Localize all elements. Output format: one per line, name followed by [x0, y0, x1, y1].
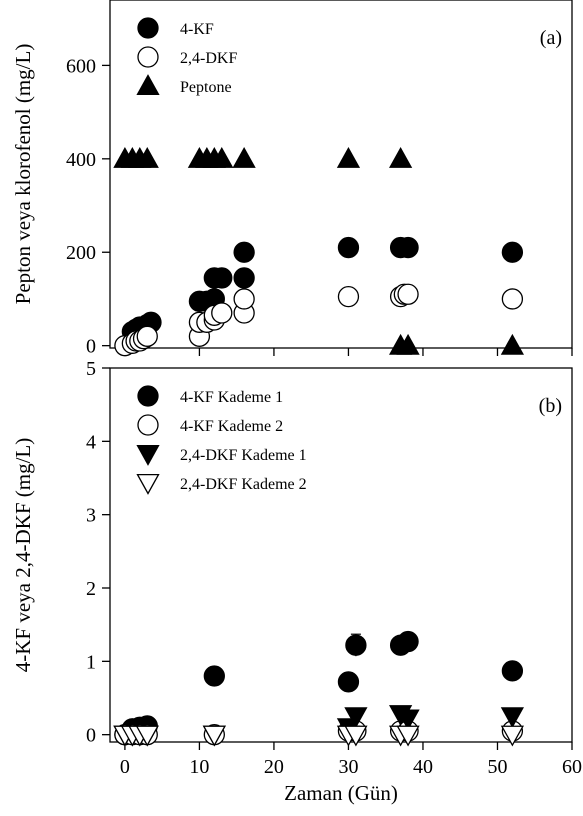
data-point: [389, 146, 413, 168]
data-point: [344, 725, 368, 747]
x-tick-label: 20: [264, 756, 284, 778]
legend-marker: [137, 46, 159, 68]
y-tick-label: 5: [86, 358, 96, 380]
data-point: [344, 707, 368, 729]
x-tick-label: 10: [189, 756, 209, 778]
data-point: [337, 285, 360, 308]
legend-label: 4-KF: [180, 21, 214, 38]
data-point: [135, 725, 159, 747]
data-point: [397, 236, 419, 259]
data-point: [233, 288, 255, 310]
data-point: [396, 333, 420, 355]
x-tick-label: 30: [338, 756, 358, 778]
data-point: [202, 725, 226, 747]
data-point: [397, 630, 419, 653]
data-point: [211, 302, 233, 324]
x-tick-label: 40: [413, 756, 433, 778]
y-tick-label: 200: [66, 242, 96, 264]
data-point: [396, 725, 420, 747]
data-point: [396, 709, 420, 731]
y-tick-label: 2: [86, 578, 96, 600]
data-point: [500, 725, 524, 747]
data-point: [397, 283, 419, 305]
legend-label: 2,4-DKF: [180, 50, 237, 67]
data-point: [501, 288, 524, 310]
data-point: [500, 707, 524, 729]
y-axis-label: Pepton veya klorofenol (mg/L): [11, 44, 35, 305]
data-point: [233, 241, 255, 263]
y-axis-label: 4-KF veya 2,4-DKF (mg/L): [11, 438, 35, 672]
data-point: [203, 665, 225, 687]
data-point: [500, 333, 524, 355]
plot-frame: [109, 367, 573, 743]
data-point: [233, 267, 255, 289]
data-point: [211, 267, 233, 289]
x-tick-label: 50: [487, 756, 507, 778]
y-tick-label: 0: [86, 336, 96, 358]
legend-marker: [136, 444, 160, 466]
panel-a: 0 200 400 600 Pepton veya klorofenol (mg/L) (…: [11, 0, 573, 358]
data-point: [501, 241, 524, 263]
legend-marker: [137, 385, 159, 407]
data-point: [337, 236, 360, 259]
legend-marker: [136, 74, 160, 96]
data-point: [345, 634, 367, 656]
panel-label: (a): [540, 27, 562, 49]
plot-frame: [109, 0, 573, 349]
x-tick-label: 0: [120, 756, 130, 778]
data-point: [337, 671, 360, 693]
legend-marker: [136, 473, 160, 495]
x-axis-label: Zaman (Gün): [284, 781, 398, 805]
data-point: [136, 325, 158, 347]
legend-marker: [137, 414, 159, 436]
x-tick-label: 60: [562, 756, 582, 778]
data-point: [210, 146, 234, 168]
data-point: [336, 146, 361, 168]
y-tick-label: 400: [66, 149, 96, 171]
legend-marker: [137, 17, 159, 39]
y-tick-label: 4: [86, 431, 96, 453]
data-point: [501, 660, 524, 682]
y-tick-label: 0: [86, 725, 96, 747]
y-tick-label: 3: [86, 505, 96, 527]
legend-label: 4-KF Kademe 1: [180, 389, 283, 406]
panel-label: (b): [539, 395, 562, 417]
legend-label: Peptone: [180, 79, 232, 96]
data-point: [232, 146, 256, 168]
legend-label: 4-KF Kademe 2: [180, 418, 283, 435]
legend-label: 2,4-DKF Kademe 1: [180, 447, 307, 464]
data-point: [135, 146, 159, 168]
legend-label: 2,4-DKF Kademe 2: [180, 476, 307, 493]
y-tick-label: 1: [86, 651, 96, 673]
y-tick-label: 600: [66, 55, 96, 77]
